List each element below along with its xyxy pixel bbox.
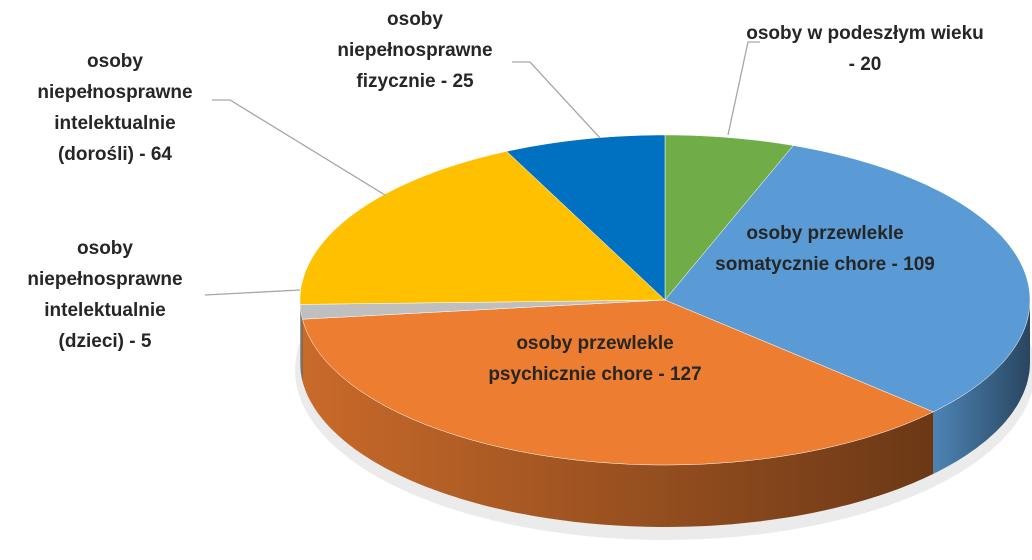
data-label: osoby niepełnosprawne fizycznie - 25: [337, 9, 493, 92]
data-label: osoby przewlekle psychicznie chore - 127: [488, 333, 702, 385]
data-label: osoby przewlekle somatycznie chore - 109: [715, 223, 935, 275]
leader-line: [727, 41, 760, 136]
leader-line: [212, 99, 386, 196]
slice: [664, 134, 794, 301]
leader-line: [512, 61, 601, 139]
slice: [299, 151, 666, 305]
data-label: osoby niepełnosprawne intelektualnie (dz…: [27, 238, 183, 352]
slice-side: [933, 300, 1030, 474]
slice-side: [302, 319, 934, 527]
data-label: osoby w podeszłym wieku - 20: [746, 23, 984, 75]
slice: [506, 134, 666, 301]
slice: [302, 299, 934, 466]
slice: [664, 145, 1031, 413]
leader-line: [204, 289, 301, 296]
data-label: osoby niepełnosprawne intelektualnie (do…: [37, 51, 193, 165]
slice: [299, 299, 666, 320]
slice-side: [300, 304, 303, 382]
